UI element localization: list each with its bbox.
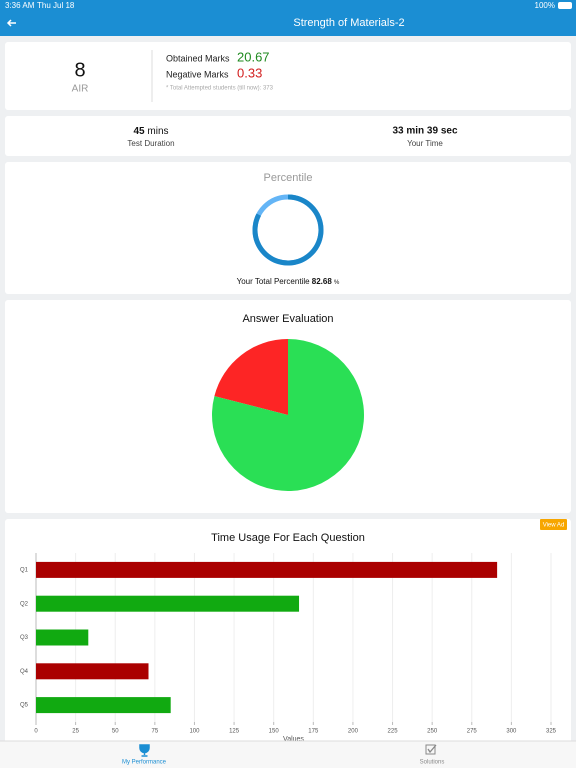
negative-label: Negative Marks <box>166 69 229 79</box>
status-date: Thu Jul 18 <box>37 1 75 10</box>
view-ad-button[interactable] <box>540 519 567 530</box>
percentile-card <box>5 162 571 294</box>
percentile-unit: % <box>334 280 340 286</box>
percentile-text: Your Total Percentile 82.68 % <box>237 277 340 286</box>
view-ad-label[interactable]: View Ad <box>543 523 565 529</box>
obtained-value: 20.67 <box>237 49 270 64</box>
x-tick-label: 250 <box>427 729 438 735</box>
x-tick-label: 75 <box>152 729 159 735</box>
pie-slice <box>212 339 365 492</box>
y-tick-label: Q2 <box>20 601 29 607</box>
x-tick-label: 125 <box>229 729 240 735</box>
x-tick-label: 225 <box>388 729 399 735</box>
rank-value: 8 <box>74 59 85 81</box>
y-tick-label: Q1 <box>20 567 29 573</box>
negative-value: 0.33 <box>237 65 262 80</box>
your-time-label: Your Time <box>407 139 443 148</box>
your-time: 33 min 39 sec <box>392 126 457 137</box>
x-tick-label: 275 <box>467 729 478 735</box>
score-card <box>5 42 571 110</box>
percentile-ring <box>252 194 324 266</box>
y-tick-label: Q5 <box>20 703 29 709</box>
bar <box>36 595 300 612</box>
x-tick-label: 325 <box>546 729 557 735</box>
app-header <box>0 0 576 36</box>
duration-unit: mins <box>147 126 168 137</box>
header-title: Strength of Materials-2 <box>293 17 404 29</box>
chart-title: Time Usage For Each Question <box>211 532 365 544</box>
x-tick-label: 50 <box>112 729 119 735</box>
tab-bar <box>0 741 576 768</box>
ring-value <box>252 194 324 266</box>
trophy-icon[interactable] <box>139 744 150 757</box>
x-tick-label: 100 <box>189 729 200 735</box>
bar <box>36 663 149 680</box>
pie-slice <box>214 339 288 415</box>
percentile-value: 82.68 <box>312 277 333 286</box>
y-tick-label: Q4 <box>20 669 29 675</box>
bar <box>36 561 498 578</box>
status-battery: 100% <box>535 1 555 10</box>
back-button[interactable] <box>6 19 16 27</box>
x-tick-label: 200 <box>348 729 359 735</box>
percentile-label: Your Total Percentile <box>237 277 310 286</box>
chart-title: Answer Evaluation <box>242 313 333 325</box>
tab-label[interactable]: My Performance <box>122 760 167 766</box>
status-time: 3:36 AM <box>5 1 35 10</box>
solutions-icon[interactable] <box>425 744 436 755</box>
x-tick-label: 25 <box>72 729 79 735</box>
time-card <box>5 116 571 156</box>
x-tick-label: 300 <box>506 729 517 735</box>
x-tick-label: 0 <box>34 729 38 735</box>
x-tick-label: 150 <box>269 729 280 735</box>
percentile-title: Percentile <box>264 172 313 184</box>
obtained-label: Obtained Marks <box>166 53 230 63</box>
attempted-note: * Total Attempted students (till now): 3… <box>166 86 274 92</box>
x-tick-label: 175 <box>308 729 319 735</box>
duration: 45 mins <box>133 126 168 137</box>
bar <box>36 629 89 646</box>
bar-chart: 0 25 50 75 100 125 150 175 200 225 250 275 300 325 Val… <box>20 553 557 743</box>
battery-icon <box>558 2 572 9</box>
pie-chart <box>212 339 365 492</box>
bar <box>36 697 171 714</box>
duration-value: 45 <box>133 126 145 137</box>
duration-label: Test Duration <box>127 139 174 148</box>
x-axis-label: Values <box>283 736 304 743</box>
rank-label: AIR <box>72 84 89 95</box>
y-tick-label: Q3 <box>20 635 29 641</box>
check-icon[interactable] <box>427 744 437 754</box>
tab-label[interactable]: Solutions <box>420 760 445 766</box>
